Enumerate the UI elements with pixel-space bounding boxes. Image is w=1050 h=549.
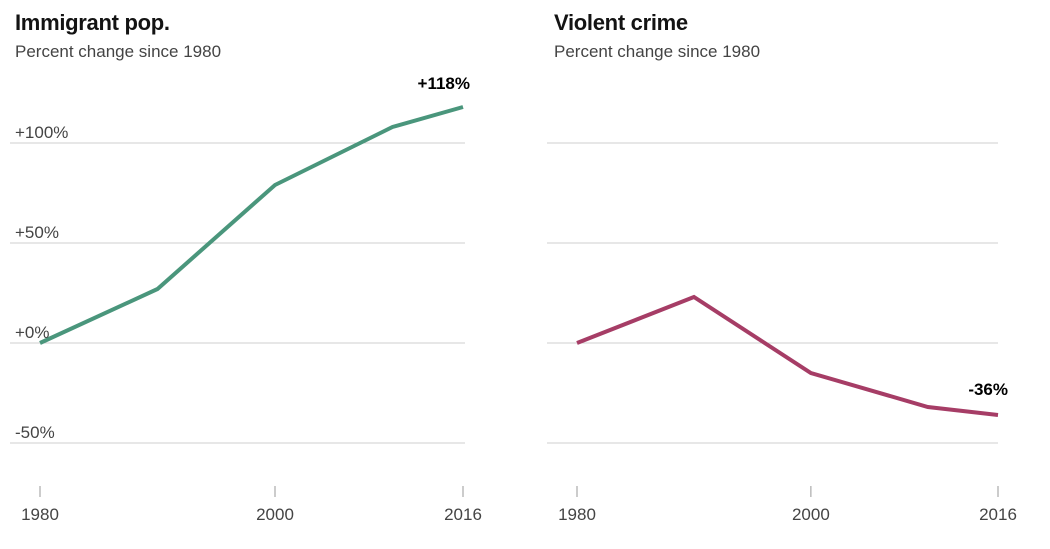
y-axis-label: +0%	[15, 323, 50, 342]
chart-title: Immigrant pop.	[15, 10, 170, 35]
data-line	[576, 294, 999, 417]
y-axis-label: +50%	[15, 223, 59, 242]
y-axis-label: -50%	[15, 423, 55, 442]
chart-immigrant-pop: Immigrant pop. Percent change since 1980…	[10, 10, 482, 524]
end-value-annotation: -36%	[968, 380, 1008, 399]
x-axis-label: 2000	[256, 505, 294, 524]
chart-title: Violent crime	[554, 10, 688, 35]
chart-subtitle: Percent change since 1980	[15, 42, 222, 61]
x-axis-label: 1980	[21, 505, 59, 524]
y-axis-label: +100%	[15, 123, 68, 142]
x-axis-label: 1980	[558, 505, 596, 524]
line-chart-svg: +100% +50% +0% -50% 1980 2000 2016 +118%	[10, 74, 482, 524]
end-value-annotation: +118%	[418, 74, 470, 93]
x-axis-label: 2016	[979, 505, 1017, 524]
chart-violent-crime: Violent crime Percent change since 1980 …	[525, 0, 1050, 549]
line-chart-svg: 1980 2000 2016 -36%	[547, 142, 1017, 524]
data-line	[39, 105, 464, 345]
x-axis-label: 2016	[444, 505, 482, 524]
chart-subtitle: Percent change since 1980	[554, 42, 761, 61]
x-axis-label: 2000	[792, 505, 830, 524]
